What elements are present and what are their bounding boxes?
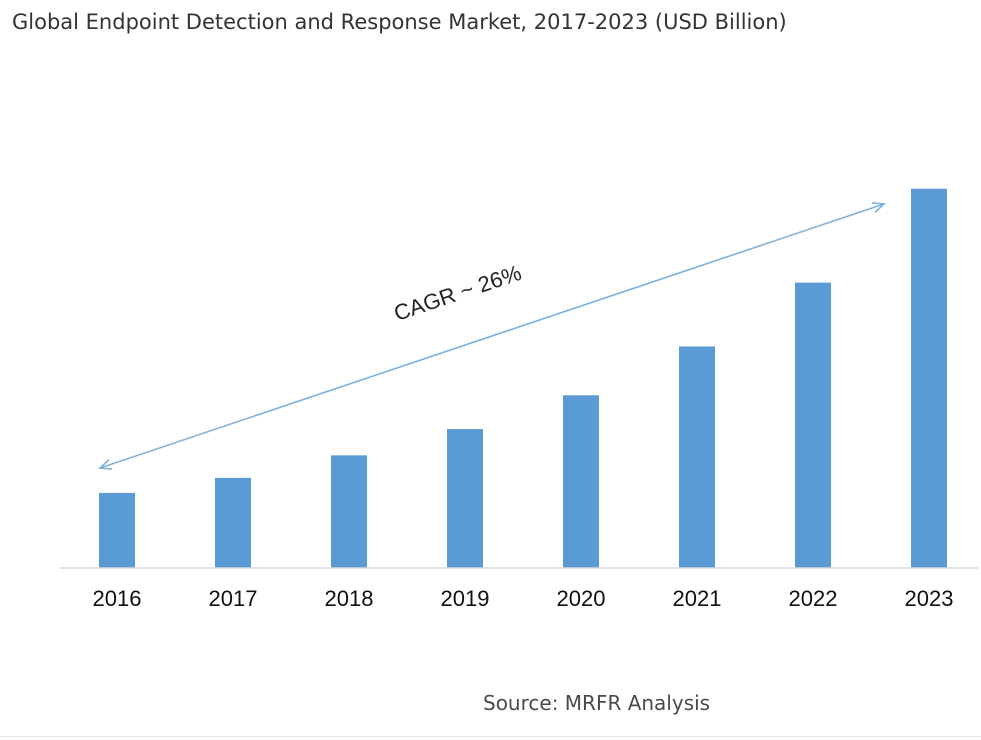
bar-2017	[215, 477, 251, 568]
x-tick-label-2023: 2023	[905, 586, 954, 611]
x-tick-labels: 2016 2017 2018 2019 2020 2021 2022 2023	[93, 586, 954, 611]
bar-2021	[679, 346, 715, 568]
x-tick-label-2017: 2017	[209, 586, 258, 611]
bar-2023	[911, 188, 947, 569]
x-tick-label-2016: 2016	[93, 586, 142, 611]
cagr-arrow	[98, 201, 886, 471]
x-tick-label-2020: 2020	[557, 586, 606, 611]
bar-2018	[331, 455, 367, 568]
bottom-divider	[0, 736, 981, 737]
bar-chart: 2016 2017 2018 2019 2020 2021 2022 2023 CAGR ~ …	[60, 188, 978, 611]
bar-2020	[563, 395, 599, 568]
x-tick-label-2021: 2021	[673, 586, 722, 611]
bar-2019	[447, 429, 483, 568]
bar-2016	[99, 492, 135, 568]
bars-group	[99, 188, 947, 569]
x-tick-label-2022: 2022	[789, 586, 838, 611]
x-tick-label-2019: 2019	[441, 586, 490, 611]
x-tick-label-2018: 2018	[325, 586, 374, 611]
source-note: Source: MRFR Analysis	[483, 691, 711, 715]
cagr-annotation: CAGR ~ 26%	[391, 260, 525, 326]
chart-title: Global Endpoint Detection and Response M…	[12, 10, 787, 34]
bar-2022	[795, 282, 831, 568]
